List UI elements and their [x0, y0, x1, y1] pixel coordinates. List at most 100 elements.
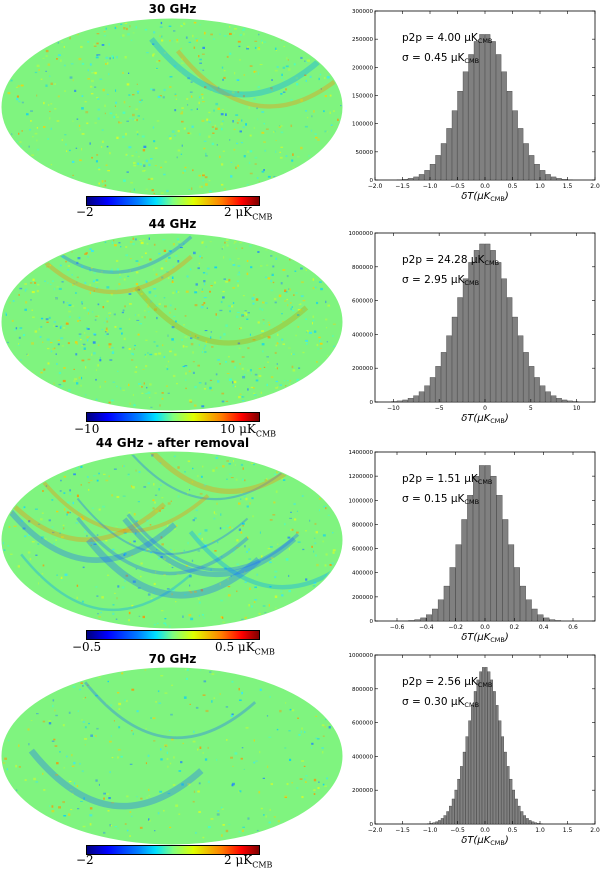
colorbar — [86, 630, 260, 640]
histogram-bar — [535, 164, 540, 180]
histogram-bar — [444, 586, 449, 621]
histogram-bar — [456, 545, 461, 621]
x-tick-label: −1.0 — [423, 827, 438, 834]
histogram-bar — [515, 799, 517, 824]
histogram-bar — [452, 799, 454, 824]
histogram-bar — [491, 41, 496, 180]
y-tick-label: 0 — [370, 400, 374, 406]
histogram-bar — [508, 545, 513, 621]
histogram-bar — [441, 818, 443, 824]
histogram-bar — [491, 680, 493, 824]
sky-map — [0, 17, 345, 197]
histogram-bar — [463, 72, 468, 180]
histogram-bar — [529, 366, 534, 402]
histogram-bar — [466, 737, 468, 824]
histogram-bar — [535, 377, 540, 402]
x-tick-label: −10 — [387, 405, 400, 412]
y-tick-label: 100000 — [352, 122, 373, 128]
histogram-bar — [532, 822, 534, 824]
map-title: 30 GHz — [0, 2, 345, 16]
histogram-bar — [555, 620, 560, 621]
histogram-bar — [551, 396, 556, 402]
histogram-bar — [518, 128, 523, 180]
histogram-bar — [436, 366, 441, 402]
histogram-bar — [540, 386, 545, 402]
histogram-bar — [551, 177, 556, 180]
histogram-bar — [485, 667, 487, 824]
histogram-bar — [573, 401, 578, 402]
histogram-bar — [496, 262, 501, 402]
histogram-bar — [462, 519, 467, 621]
histogram-bar — [485, 244, 490, 402]
histogram-bar — [524, 816, 526, 824]
x-axis-label: δT(μKCMB) — [461, 835, 509, 847]
histogram-bar — [524, 352, 529, 402]
x-tick-label: −2.0 — [368, 827, 383, 834]
x-tick-label: −0.6 — [390, 624, 405, 631]
histogram-bar — [408, 178, 413, 180]
sky-map — [0, 232, 345, 412]
histogram-bar — [540, 170, 545, 180]
y-tick-label: 200000 — [352, 788, 373, 794]
map-title: 44 GHz - after removal — [0, 436, 345, 450]
histogram-bar — [491, 476, 496, 621]
histogram-bar — [447, 812, 449, 825]
histogram-bar — [510, 779, 512, 824]
colorbar-min-label: −2 — [76, 853, 94, 867]
histogram-bar — [568, 401, 573, 402]
x-tick-label: −2.0 — [368, 183, 383, 190]
x-tick-label: −0.4 — [419, 624, 434, 631]
x-tick-label: 0.0 — [480, 183, 490, 190]
histogram-bar — [521, 812, 523, 825]
histogram-bar — [438, 820, 440, 824]
histogram-bar — [557, 398, 562, 402]
x-tick-label: 10 — [573, 405, 581, 412]
histogram-bar — [450, 567, 455, 621]
histogram-bar — [438, 600, 443, 621]
histogram-bar — [447, 128, 452, 180]
histogram-bar — [513, 790, 515, 824]
y-tick-label: 400000 — [352, 571, 373, 577]
histogram-bar — [425, 386, 430, 402]
x-tick-label: 0.4 — [539, 624, 549, 631]
histogram-bar — [403, 400, 408, 402]
histogram-bar — [546, 392, 551, 402]
histogram-bar — [538, 615, 543, 621]
y-tick-label: 0 — [370, 619, 374, 625]
histogram-bar — [430, 823, 432, 824]
histogram-bar — [485, 465, 490, 621]
histogram-bar — [458, 91, 463, 180]
x-axis-label: δT(μKCMB) — [461, 413, 509, 425]
colorbar — [86, 412, 260, 422]
histogram-bar — [499, 721, 501, 824]
histogram-bar — [507, 766, 509, 824]
histogram-bar — [436, 822, 438, 824]
y-tick-label: 1200000 — [349, 474, 374, 480]
histogram-bar — [449, 806, 451, 824]
y-tick-label: 600000 — [352, 721, 373, 727]
histogram-bar — [513, 111, 518, 180]
histogram-bar — [469, 54, 474, 180]
y-tick-label: 1400000 — [349, 450, 374, 456]
histogram-bar — [496, 54, 501, 180]
histogram-bar — [557, 178, 562, 180]
x-tick-label: 1.0 — [535, 827, 545, 834]
histogram-bar — [493, 691, 495, 824]
histogram-bar — [496, 705, 498, 824]
histogram-bar — [491, 250, 496, 402]
histogram-bar — [467, 495, 472, 621]
histogram-bar — [520, 586, 525, 621]
map-background — [2, 19, 342, 195]
histogram-bar — [507, 298, 512, 403]
histogram-bar — [414, 177, 419, 180]
histogram-bar — [452, 317, 457, 402]
histogram-bar — [415, 620, 420, 621]
histogram-bar — [544, 618, 549, 621]
x-tick-label: −0.2 — [448, 624, 463, 631]
histogram-bar — [426, 615, 431, 621]
histogram-bar — [463, 752, 465, 824]
histogram-bar — [524, 143, 529, 180]
